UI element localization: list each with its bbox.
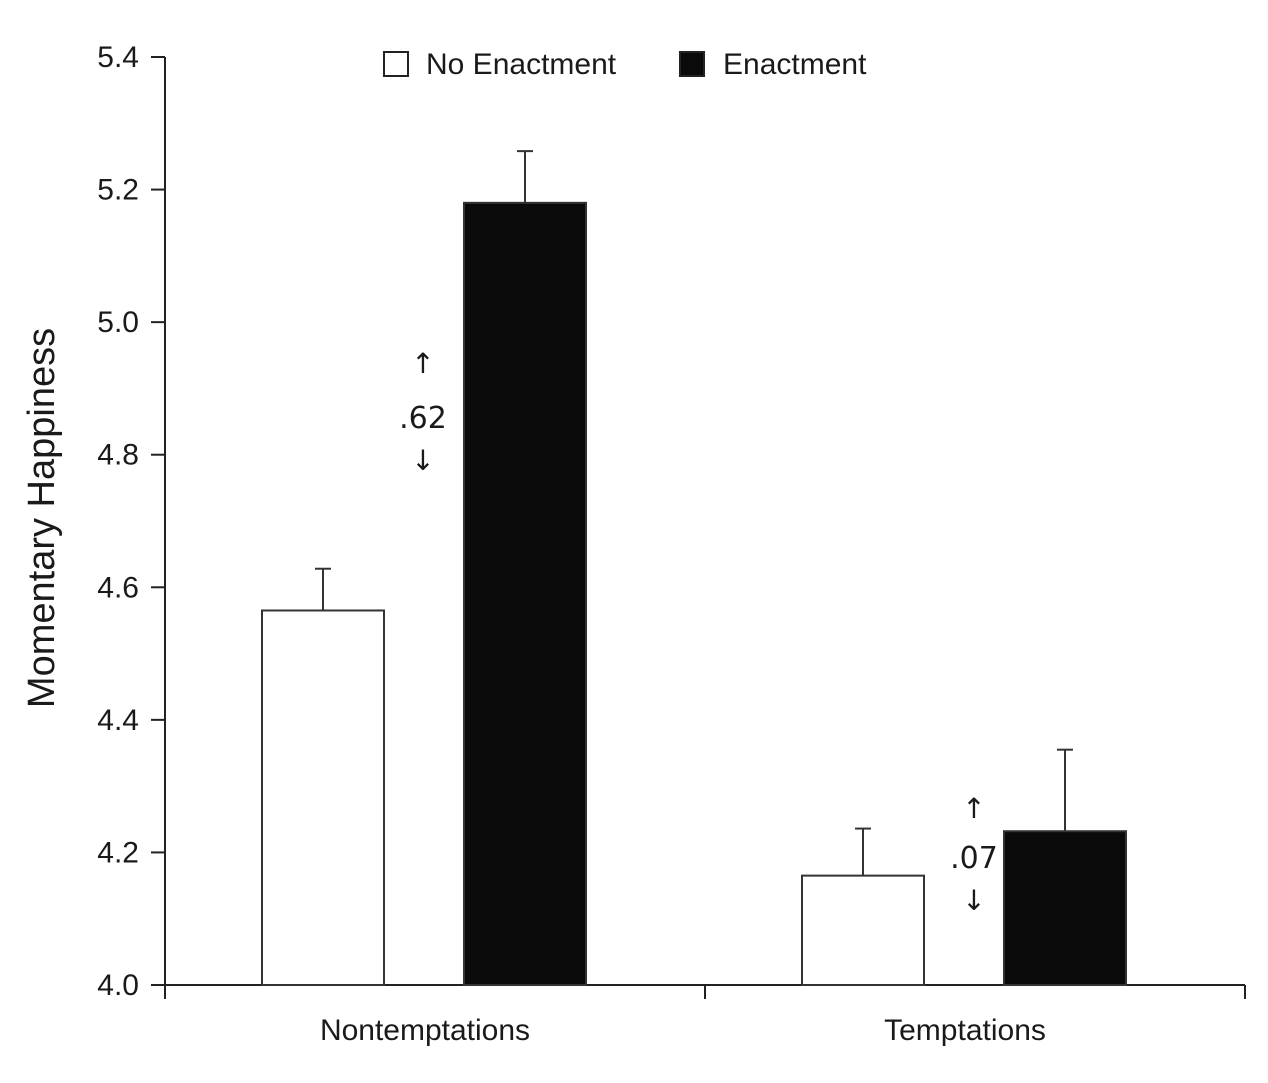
category-label: Nontemptations (320, 1014, 530, 1047)
bar-enactment (1003, 830, 1127, 987)
annotation-arrow-up: ↑ (411, 347, 434, 380)
bar-enactment (463, 201, 587, 987)
legend-swatch (383, 51, 409, 77)
y-tick-label: 4.6 (97, 571, 139, 604)
bar-no-enactment (801, 874, 925, 987)
y-tick-label: 5.2 (97, 174, 139, 207)
y-tick-label: 4.4 (97, 704, 139, 737)
annotation-arrow-up: ↑ (962, 792, 985, 825)
annotation-arrow-down: ↓ (962, 884, 985, 917)
y-tick-label: 4.2 (97, 836, 139, 869)
legend-swatch (679, 51, 705, 77)
y-tick-label: 5.4 (97, 41, 139, 74)
annotation-arrow-down: ↓ (411, 444, 434, 477)
annotation-value: .62 (399, 401, 447, 436)
annotation-value: .07 (950, 841, 998, 876)
y-tick-label: 4.0 (97, 969, 139, 1002)
bar-no-enactment (261, 609, 385, 986)
y-axis-label: Momentary Happiness (21, 328, 63, 708)
category-label: Temptations (884, 1014, 1046, 1047)
legend-label: No Enactment (426, 48, 617, 81)
y-tick-label: 5.0 (97, 306, 139, 339)
y-tick-label: 4.8 (97, 439, 139, 472)
legend-label: Enactment (723, 48, 867, 81)
